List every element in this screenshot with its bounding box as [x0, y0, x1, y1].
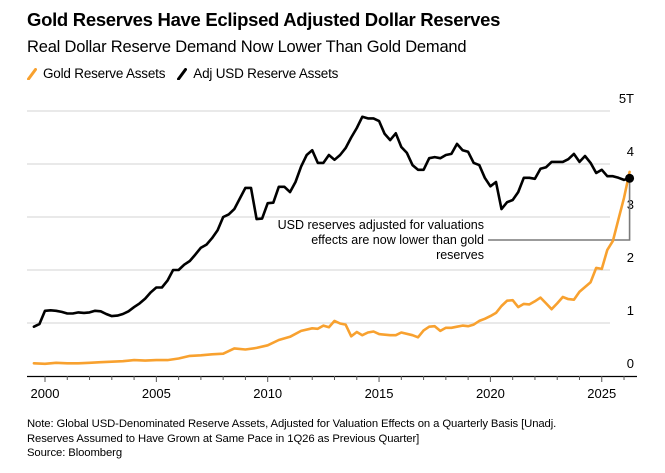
- series-line-gold-reserves: [32, 170, 631, 366]
- legend-label-usd: Adj USD Reserve Assets: [193, 66, 339, 81]
- chart-title: Gold Reserves Have Eclipsed Adjusted Dol…: [27, 9, 501, 30]
- y-tick-label: 0: [627, 356, 634, 371]
- line-swatch-icon: [177, 67, 188, 80]
- annotation-line-1: USD reserves adjusted for valuations: [278, 218, 484, 232]
- note-line-2: Reserves Assumed to Have Grown at Same P…: [27, 432, 420, 445]
- series-lines: [32, 115, 635, 366]
- annotation: USD reserves adjusted for valuations eff…: [278, 178, 631, 262]
- x-tick-label: 2025: [587, 386, 616, 401]
- legend-item-usd: Adj USD Reserve Assets: [177, 66, 338, 81]
- y-tick-label: 4: [627, 144, 634, 159]
- note-line-1: Note: Global USD-Denominated Reserve Ass…: [27, 418, 557, 430]
- y-tick-label: 1: [627, 303, 634, 318]
- annotation-leader-line: [488, 178, 631, 241]
- annotation-line-3: reserves: [436, 248, 484, 262]
- series-line-adj-usd-reserves: [32, 115, 631, 329]
- gridlines: [27, 110, 610, 324]
- legend: Gold Reserve Assets Adj USD Reserve Asse…: [27, 66, 350, 81]
- legend-item-gold: Gold Reserve Assets: [27, 66, 165, 81]
- y-tick-label: 5T: [619, 91, 634, 106]
- x-tick-label: 2000: [31, 386, 60, 401]
- y-tick-label: 2: [627, 250, 634, 265]
- annotation-line-2: effects are now lower than gold: [311, 233, 484, 247]
- usd-endpoint-marker: [625, 173, 635, 183]
- legend-label-gold: Gold Reserve Assets: [43, 66, 166, 81]
- x-tick-label: 2015: [365, 386, 394, 401]
- source-line: Source: Bloomberg: [27, 447, 123, 459]
- x-tick-label: 2005: [142, 386, 171, 401]
- line-swatch-icon: [27, 67, 37, 80]
- x-tick-label: 2010: [253, 386, 282, 401]
- chart-subtitle: Real Dollar Reserve Demand Now Lower Tha…: [27, 38, 467, 56]
- chart-footnote: Note: Global USD-Denominated Reserve Ass…: [27, 417, 556, 461]
- x-axis: 2000 2005 2010 2015 2020 2025: [27, 375, 637, 401]
- x-tick-label: 2020: [476, 386, 505, 401]
